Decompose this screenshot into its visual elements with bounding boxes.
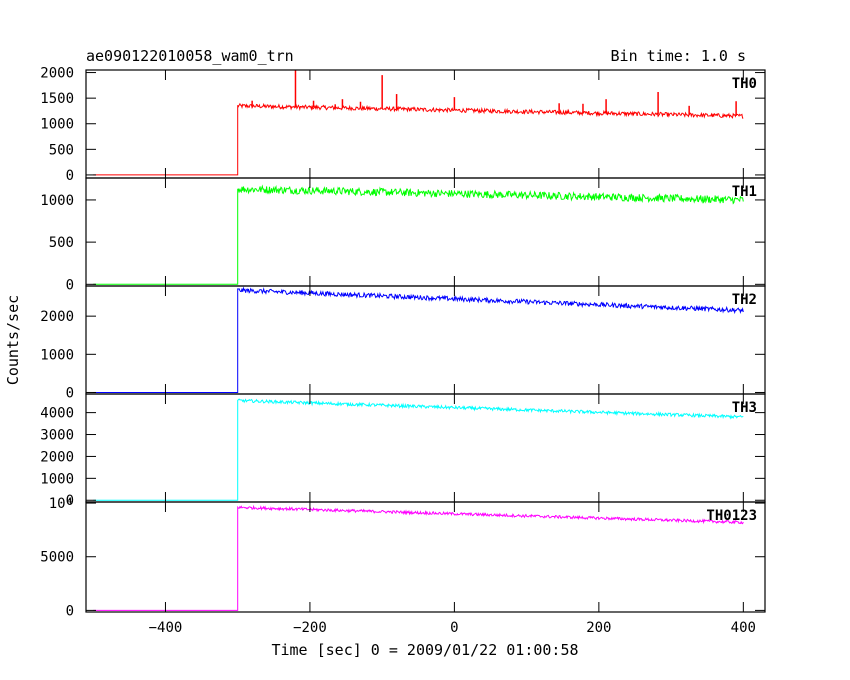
panel-th2: 0 1000 2000 TH2 <box>40 285 766 401</box>
bin-time-label: Bin time: 1.0 s <box>611 47 746 65</box>
y-tick-label: 1000 <box>40 193 74 209</box>
y-tick-label: 0 <box>66 168 74 184</box>
y-tick-label: 1500 <box>40 91 74 107</box>
panel-label: TH3 <box>732 400 757 416</box>
y-tick-label: 2000 <box>40 66 74 82</box>
y-tick-label: 2000 <box>40 309 74 325</box>
panel-label: TH2 <box>732 292 757 308</box>
y-tick-label: 0 <box>66 277 74 293</box>
y-tick-label: 1000 <box>40 117 74 133</box>
y-axis-label: Counts/sec <box>4 295 22 385</box>
x-axis-label: Time [sec] 0 = 2009/01/22 01:00:58 <box>271 641 578 659</box>
x-tick-label: 400 <box>731 620 756 636</box>
panel-frame <box>85 393 766 503</box>
panel-th1: 0 500 1000 TH1 <box>40 177 766 293</box>
y-tick-label: 10⁴ <box>49 496 74 512</box>
series-line-th1 <box>93 184 744 285</box>
y-tick-label: 2000 <box>40 449 74 465</box>
panel-th0: 0 500 1000 1500 2000 TH0 <box>40 66 766 184</box>
series-line-th0 <box>93 102 744 176</box>
y-tick-label: 0 <box>66 493 74 509</box>
y-tick-label: 4000 <box>40 406 74 422</box>
series-line-th2 <box>93 286 744 393</box>
series-line-th0123 <box>93 504 744 611</box>
y-tick-label: 5000 <box>40 550 74 566</box>
x-tick-label: −400 <box>149 620 183 636</box>
series-line-th3 <box>93 398 744 501</box>
y-tick-label: 1000 <box>40 471 74 487</box>
y-tick-label: 500 <box>49 235 74 251</box>
y-tick-label: 500 <box>49 142 74 158</box>
y-tick-label: 1000 <box>40 347 74 363</box>
y-tick-label: 3000 <box>40 428 74 444</box>
y-tick-label: 0 <box>66 385 74 401</box>
x-tick-label: 0 <box>450 620 458 636</box>
panel-th0123: 0 5000 10⁴ TH0123 <box>40 496 766 619</box>
panels-group: 0500100015002000TH005001000TH1010002000T… <box>40 66 766 636</box>
panel-frame <box>85 285 766 395</box>
y-tick-label: 0 <box>66 603 74 619</box>
panel-frame <box>85 69 766 179</box>
chart-title: ae090122010058_wam0_trn <box>86 47 294 65</box>
panel-label: TH1 <box>732 184 757 200</box>
panel-label: TH0 <box>732 76 757 92</box>
panel-label: TH0123 <box>706 508 757 524</box>
x-tick-label: 200 <box>586 620 611 636</box>
panel-frame <box>85 501 766 613</box>
panel-th3: 0 1000 2000 3000 4000 TH3 <box>40 393 766 509</box>
x-tick-label: −200 <box>293 620 327 636</box>
